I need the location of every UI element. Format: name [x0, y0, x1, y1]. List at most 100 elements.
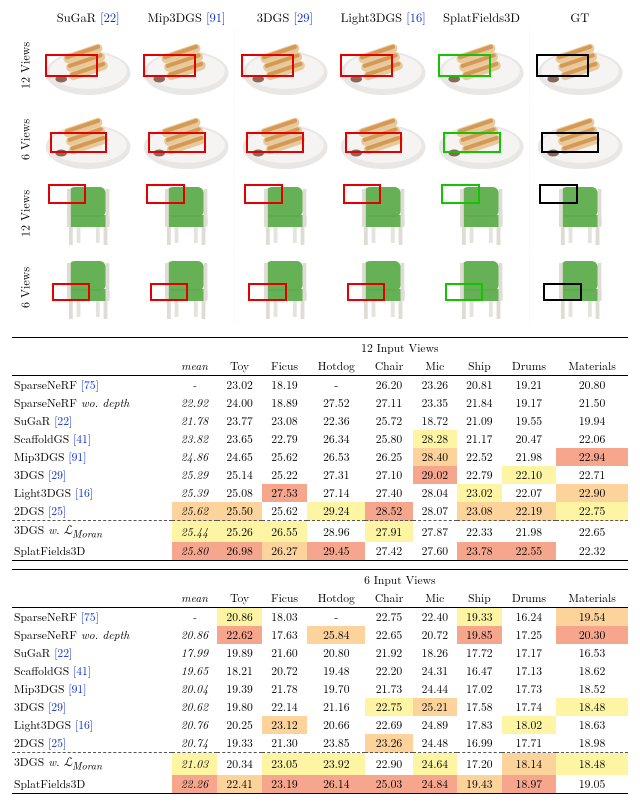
method-name: SparseNeRF wo. depth: [12, 626, 172, 644]
cell-value: 29.45: [307, 542, 365, 560]
cell-value: 21.17: [457, 430, 502, 448]
cell-value: 22.79: [262, 430, 307, 448]
col-header: mean: [172, 589, 218, 608]
fig-cell: [40, 251, 136, 323]
col-header: Mic: [413, 589, 458, 608]
cell-value: 25.21: [413, 698, 458, 716]
highlight-box: [246, 132, 304, 154]
cell-value: 17.83: [457, 716, 502, 734]
table-blank: [12, 570, 172, 590]
col-header: Drums: [502, 357, 556, 376]
method-name: SparseNeRF [75]: [12, 376, 172, 394]
method-name: SuGaR [22]: [12, 644, 172, 662]
cell-value: 23.78: [457, 542, 502, 560]
cell-value: 18.89: [262, 394, 307, 412]
cell-value: 23.35: [413, 394, 458, 412]
cell-value: 18.52: [556, 680, 628, 698]
fig-cell: [335, 29, 431, 101]
cell-value: 20.86: [217, 608, 262, 626]
cell-value: 21.92: [365, 644, 412, 662]
cell-value: 16.24: [502, 608, 556, 626]
cell-value: 24.89: [413, 716, 458, 734]
cell-value: 23.02: [457, 484, 502, 502]
cell-value: 23.05: [262, 753, 307, 774]
fig-col-header: SplatFields3D: [433, 8, 529, 27]
cell-value: 22.71: [556, 466, 628, 484]
cell-value: 22.75: [556, 502, 628, 521]
cell-value: 24.00: [217, 394, 262, 412]
cell-value: 19.85: [457, 626, 502, 644]
cell-value: 17.02: [457, 680, 502, 698]
method-name: 3DGS w. ℒMoran: [12, 521, 172, 542]
highlight-box: [541, 132, 599, 154]
highlight-box: [438, 54, 491, 77]
fig-cell: [433, 29, 529, 101]
fig-col-header: GT: [532, 8, 628, 27]
cell-value: 23.82: [172, 430, 218, 448]
cell-value: 28.28: [413, 430, 458, 448]
table-blank: [12, 357, 172, 376]
cell-value: 28.96: [307, 521, 365, 542]
cell-value: 23.12: [262, 716, 307, 734]
table-row: Light3DGS [16]25.3925.0827.5327.1427.402…: [12, 484, 628, 502]
cell-value: 20.34: [217, 753, 262, 774]
cell-value: 16.99: [457, 734, 502, 753]
col-header: Toy: [217, 357, 262, 376]
method-name: Mip3DGS [91]: [12, 448, 172, 466]
highlight-box: [244, 184, 283, 204]
fig-cell: [532, 251, 628, 323]
fig-col-header: Light3DGS [16]: [335, 8, 431, 27]
cell-value: 27.31: [307, 466, 365, 484]
cell-value: 27.53: [262, 484, 307, 502]
cell-value: 23.26: [365, 734, 412, 753]
highlight-box: [445, 283, 484, 301]
cell-value: 19.70: [307, 680, 365, 698]
cell-value: 20.66: [307, 716, 365, 734]
cell-value: 23.92: [307, 753, 365, 774]
cell-value: 26.55: [262, 521, 307, 542]
cell-value: 24.44: [413, 680, 458, 698]
highlight-box: [50, 132, 108, 154]
cell-value: 27.14: [307, 484, 365, 502]
cell-value: 23.26: [413, 376, 458, 394]
cell-value: 28.52: [365, 502, 412, 521]
cell-value: 27.87: [413, 521, 458, 542]
cell-value: 27.60: [413, 542, 458, 560]
fig-corner-blank: [12, 8, 38, 27]
fig-cell: [532, 103, 628, 175]
cell-value: 21.98: [502, 521, 556, 542]
cell-value: 18.72: [413, 412, 458, 430]
method-name: 3DGS w. ℒMoran: [12, 753, 172, 774]
fig-row-label: 12 Views: [12, 29, 38, 101]
table-row: SparseNeRF [75]-20.8618.03-22.7522.4019.…: [12, 608, 628, 626]
col-header: Materials: [556, 357, 628, 376]
cell-value: 21.98: [502, 448, 556, 466]
method-name: Light3DGS [16]: [12, 716, 172, 734]
col-header: Materials: [556, 589, 628, 608]
table-row: ScaffoldGS [41]23.8223.6522.7926.3425.80…: [12, 430, 628, 448]
table-row: 3DGS [29]25.2925.1425.2227.3127.1029.022…: [12, 466, 628, 484]
table-blank: [12, 589, 172, 608]
col-header: Ship: [457, 589, 502, 608]
cell-value: 20.86: [172, 626, 218, 644]
table-row: Light3DGS [16]20.7620.2523.1220.6622.692…: [12, 716, 628, 734]
highlight-box: [146, 184, 185, 204]
table-row: Mip3DGS [91]20.0419.3921.7819.7021.7324.…: [12, 680, 628, 698]
cell-value: 18.63: [556, 716, 628, 734]
highlight-box: [543, 283, 582, 301]
cell-value: 22.52: [457, 448, 502, 466]
highlight-box: [143, 54, 196, 77]
col-header: mean: [172, 357, 218, 376]
cell-value: 25.22: [262, 466, 307, 484]
cell-value: 18.62: [556, 662, 628, 680]
cell-value: 22.55: [502, 542, 556, 560]
section-title: 12 Input Views: [172, 338, 628, 358]
col-header: Ship: [457, 357, 502, 376]
table-row: Mip3DGS [91]24.8624.6525.6226.5326.2528.…: [12, 448, 628, 466]
cell-value: 22.14: [262, 698, 307, 716]
cell-value: 17.71: [502, 734, 556, 753]
cell-value: 19.54: [556, 608, 628, 626]
cell-value: 20.47: [502, 430, 556, 448]
col-header: Drums: [502, 589, 556, 608]
cell-value: 23.85: [307, 734, 365, 753]
